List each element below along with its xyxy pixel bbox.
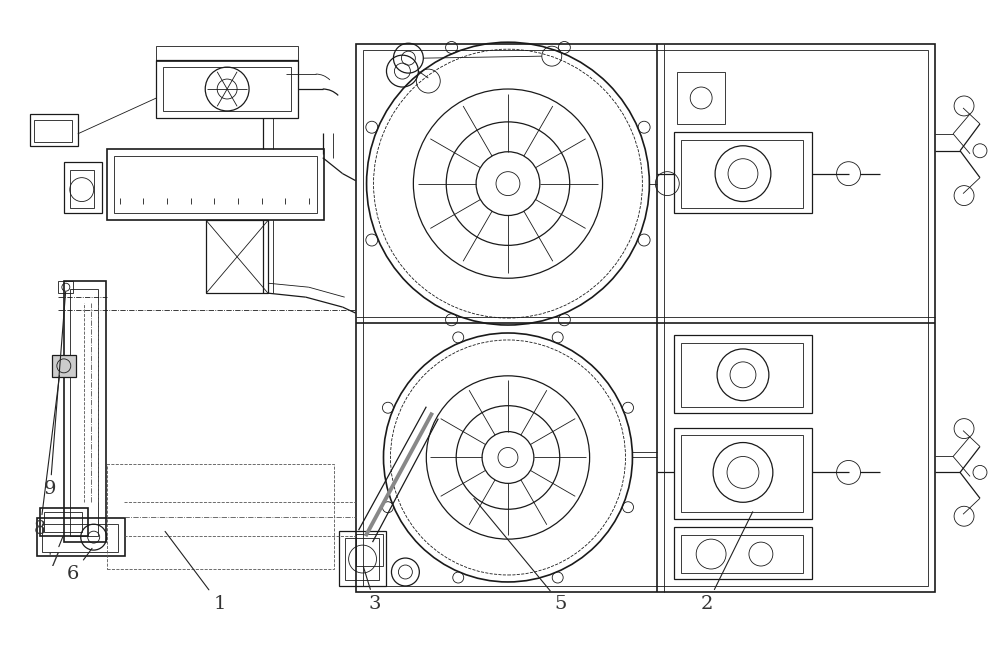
Bar [681,535,803,573]
Bar [64,162,102,213]
Bar [677,72,725,124]
Text: 8: 8 [34,376,59,538]
Bar [356,534,383,566]
Bar [156,46,298,61]
Text: 9: 9 [44,292,66,498]
Bar [34,120,72,142]
Bar [156,60,298,118]
Bar [681,140,803,207]
Bar [30,114,78,146]
Bar [206,221,268,293]
Bar [114,156,317,213]
Bar [40,508,88,536]
Bar [681,434,803,512]
Bar [163,67,291,111]
Bar [64,281,106,542]
Bar [107,464,334,569]
Bar [674,428,812,519]
Bar [681,343,803,407]
Bar [674,132,812,213]
Bar [37,518,125,556]
Text: 1: 1 [165,531,226,613]
Bar [356,44,935,592]
Text: 6: 6 [67,549,92,583]
Bar [52,355,76,377]
Bar [674,335,812,413]
Bar [107,149,324,221]
Bar [363,50,928,586]
Bar [70,289,98,536]
Bar [345,538,379,580]
Bar [42,524,118,552]
Bar [44,512,82,532]
Text: 7: 7 [47,537,63,570]
Bar [339,531,386,586]
Text: 2: 2 [701,512,753,613]
Text: 3: 3 [363,567,381,613]
Bar [674,527,812,579]
Bar [70,170,94,207]
Bar [58,281,73,293]
Text: 5: 5 [474,499,567,613]
